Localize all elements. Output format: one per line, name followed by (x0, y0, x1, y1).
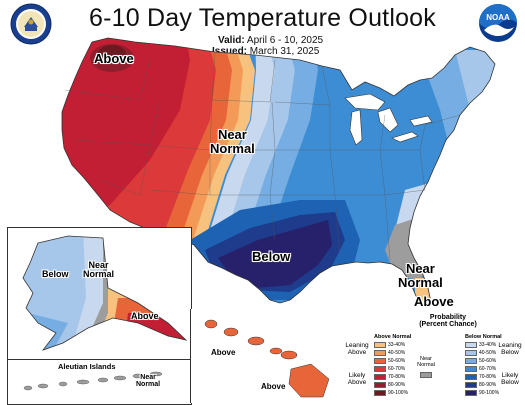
legend-pct-above-4: 70-80% (388, 374, 406, 380)
legend-pct-above-2: 50-60% (388, 358, 406, 364)
legend-above-normal-heading: Above Normal (374, 334, 412, 340)
hawaii-map (204, 319, 330, 398)
legend-header: Probability (Percent Chance) (398, 314, 498, 329)
legend-swatch-above-33-40 (374, 342, 386, 348)
alaska-label-above: Above (131, 311, 159, 321)
legend-likely-above-line2: Above (347, 379, 367, 387)
commerce-seal-icon (10, 3, 52, 45)
legend-likely-above: Likely Above (342, 372, 372, 386)
legend-pct-above-6: 90-100% (388, 390, 409, 396)
legend-header-line1: Probability (429, 314, 467, 321)
legend-leaning-above: Leaning Above (342, 342, 372, 356)
alaska-label-near-line1: Near (88, 260, 109, 270)
legend-swatch-above-90-100 (374, 390, 386, 396)
aleutian-title: Aleutian Islands (58, 362, 116, 371)
legend-near-line1: Near (420, 356, 432, 362)
label-near-normal-southeast-line2: Normal (398, 274, 443, 290)
alaska-map (22, 235, 188, 351)
legend-swatch-below-50-60 (465, 358, 477, 364)
state-borders (64, 51, 461, 261)
legend-pct-below-1: 40-50% (479, 350, 497, 356)
label-near-normal-central: Near Normal (210, 128, 255, 155)
hawaii-inset: Above Above (190, 309, 367, 403)
alaska-label-near-line2: Normal (83, 269, 115, 280)
legend-leaning-above-line1: Leaning (345, 342, 369, 349)
legend-pct-below-3: 60-70% (479, 366, 497, 372)
legend-pct-below-0: 33-40% (479, 342, 497, 348)
legend-swatch-below-90-100 (465, 390, 477, 396)
legend-leaning-below-line1: Leaning (498, 342, 522, 349)
aleutian-inset: Aleutian Islands Near Normal (7, 359, 192, 405)
legend-leaning-above-line2: Above (347, 349, 367, 357)
label-below-south: Below (252, 249, 291, 264)
legend: Probability (Percent Chance) Above Norma… (345, 312, 524, 404)
legend-swatch-below-70-80 (465, 374, 477, 380)
legend-pct-below-6: 90-100% (479, 390, 500, 396)
issued-line: Issued: March 31, 2025 (212, 46, 319, 57)
legend-pct-below-4: 70-80% (479, 374, 497, 380)
alaska-label-near-normal: Near Normal (83, 260, 115, 280)
legend-swatch-above-60-70 (374, 366, 386, 372)
label-above-florida: Above (414, 294, 454, 309)
legend-likely-below-line2: Below (501, 379, 519, 387)
legend-header-line2: (Percent Chance) (419, 321, 477, 329)
valid-line: Valid: April 6 - 10, 2025 (218, 35, 323, 46)
legend-below-normal-heading: Below Normal (465, 334, 502, 340)
aleutian-label-near-normal: Near Normal (136, 374, 160, 389)
alaska-label-below: Below (42, 269, 69, 279)
legend-near-line2: Normal (417, 362, 435, 369)
noaa-logo-icon: NOAA (479, 4, 517, 42)
noaa-logo-text: NOAA (486, 13, 510, 22)
legend-likely-below: Likely Below (496, 372, 524, 386)
legend-swatch-near-normal (420, 372, 432, 378)
aleutian-map (23, 371, 163, 391)
legend-swatch-below-33-40 (465, 342, 477, 348)
hawaii-label-above-1: Above (211, 348, 236, 357)
legend-swatch-above-40-50 (374, 350, 386, 356)
label-near-normal-central-line2: Normal (210, 140, 255, 156)
label-above-northwest: Above (94, 51, 134, 66)
label-near-normal-central-line1: Near (217, 127, 247, 142)
aleutian-near-line1: Near (140, 374, 156, 381)
legend-pct-above-3: 60-70% (388, 366, 406, 372)
legend-swatch-above-80-90 (374, 382, 386, 388)
legend-pct-below-2: 50-60% (479, 358, 497, 364)
valid-label: Valid: (218, 35, 245, 46)
legend-swatch-below-80-90 (465, 382, 477, 388)
legend-likely-above-line1: Likely (348, 372, 366, 379)
legend-swatch-above-70-80 (374, 374, 386, 380)
valid-value: April 6 - 10, 2025 (246, 35, 324, 46)
legend-likely-below-line1: Likely (501, 372, 519, 379)
legend-leaning-below: Leaning Below (496, 342, 524, 356)
hawaii-label-above-2: Above (261, 382, 286, 391)
issued-value: March 31, 2025 (249, 46, 320, 57)
legend-pct-above-1: 40-50% (388, 350, 406, 356)
page-title: 6-10 Day Temperature Outlook (89, 4, 436, 32)
legend-leaning-below-line2: Below (501, 349, 519, 357)
legend-swatch-above-50-60 (374, 358, 386, 364)
legend-pct-above-0: 33-40% (388, 342, 406, 348)
aleutian-near-line2: Normal (136, 381, 161, 389)
alaska-inset: Below Near Normal Above (7, 227, 192, 361)
label-near-normal-southeast-line1: Near (405, 261, 435, 276)
legend-swatch-below-40-50 (465, 350, 477, 356)
legend-pct-above-5: 80-90% (388, 382, 406, 388)
issued-label: Issued: (212, 46, 248, 57)
legend-swatch-below-60-70 (465, 366, 477, 372)
label-near-normal-southeast: Near Normal (398, 262, 443, 289)
legend-pct-below-5: 80-90% (479, 382, 497, 388)
legend-near-normal-label: Near Normal (414, 356, 438, 368)
